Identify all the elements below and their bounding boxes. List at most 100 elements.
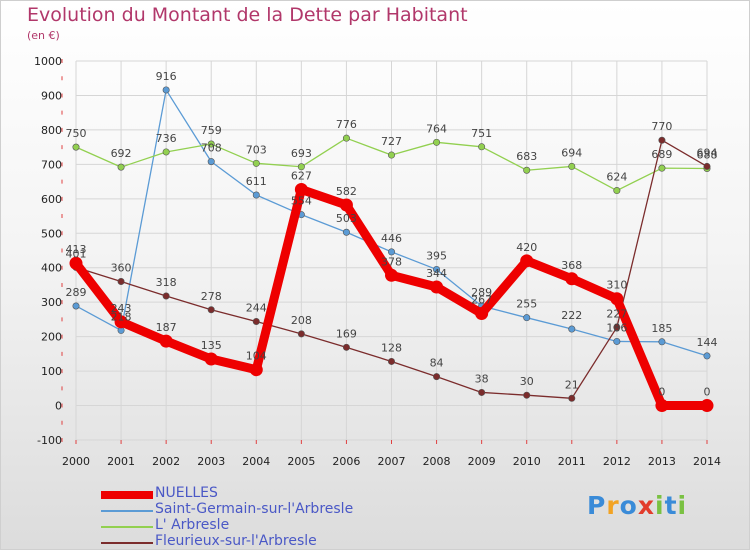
data-point	[252, 317, 260, 325]
x-axis-labels: 2000 2001 2002 2003 2004 2005 2006 2007 2008 2009…	[62, 455, 721, 468]
data-point	[72, 302, 80, 310]
data-point	[387, 248, 395, 256]
data-labels: 289 218 916 708 611 554 503 446 395 289 255 222 186 1…	[66, 70, 718, 399]
x-tick-label: 2001	[107, 455, 135, 468]
data-label: 185	[651, 322, 672, 335]
data-point	[162, 148, 170, 156]
y-tick-label: 500	[41, 227, 62, 240]
data-point	[433, 138, 441, 146]
legend-item: NUELLES	[101, 485, 441, 503]
data-label: 278	[201, 290, 222, 303]
data-point	[342, 134, 350, 142]
data-label: 503	[336, 212, 357, 225]
data-label: 344	[426, 267, 447, 280]
data-label: 30	[520, 375, 534, 388]
data-label: 128	[381, 341, 402, 354]
legend-label: Fleurieux-sur-l'Arbresle	[155, 533, 317, 549]
data-point	[700, 399, 714, 413]
legend-item: L' Arbresle	[101, 517, 441, 535]
data-point	[703, 352, 711, 360]
chart-subtitle: (en €)	[27, 29, 60, 42]
data-label: 582	[336, 185, 357, 198]
data-point	[339, 198, 353, 212]
y-tick-label: 1000	[34, 55, 62, 68]
data-label: 683	[516, 150, 537, 163]
data-point	[207, 306, 215, 314]
data-label: 750	[66, 127, 87, 140]
data-label: 187	[156, 321, 177, 334]
data-point	[520, 254, 534, 268]
data-point	[72, 143, 80, 151]
data-point	[430, 280, 444, 294]
chart-title: Evolution du Montant de la Dette par Hab…	[27, 4, 468, 26]
data-label: 420	[516, 241, 537, 254]
data-label: 222	[561, 309, 582, 322]
legend-swatch	[101, 526, 153, 528]
data-point	[523, 166, 531, 174]
data-point	[568, 394, 576, 402]
data-label: 84	[430, 357, 444, 370]
data-point	[655, 399, 669, 413]
legend-label: Saint-Germain-sur-l'Arbresle	[155, 501, 354, 517]
data-label: 627	[291, 170, 312, 183]
x-tick-label: 2006	[332, 455, 360, 468]
x-tick-label: 2012	[603, 455, 631, 468]
data-point	[478, 143, 486, 151]
data-label: 267	[471, 294, 492, 307]
y-tick-label: 400	[41, 262, 62, 275]
data-point	[613, 323, 621, 331]
data-point	[117, 163, 125, 171]
data-label: 611	[246, 175, 267, 188]
data-point	[159, 334, 173, 348]
data-label: 218	[111, 310, 132, 323]
brand-letter: o	[619, 491, 638, 520]
data-point	[162, 86, 170, 94]
brand-letter: x	[637, 491, 655, 520]
data-label: 144	[697, 336, 718, 349]
brand-letter: t	[664, 491, 678, 520]
data-point	[342, 228, 350, 236]
x-tick-label: 2002	[152, 455, 180, 468]
data-label: 169	[336, 327, 357, 340]
data-label: 244	[246, 301, 267, 314]
x-tick-label: 2009	[468, 455, 496, 468]
data-label: 243	[111, 302, 132, 315]
data-point	[658, 338, 666, 346]
data-point	[523, 314, 531, 322]
data-point	[297, 163, 305, 171]
data-point	[385, 268, 398, 282]
x-tick-label: 2010	[513, 455, 541, 468]
legend: NUELLES Saint-Germain-sur-l'Arbresle L' Ar…	[101, 485, 441, 549]
x-tick-label: 2008	[423, 455, 451, 468]
proxiti-logo: Proxiti	[587, 491, 687, 520]
data-point	[703, 162, 711, 170]
data-point	[387, 357, 395, 365]
data-point	[69, 256, 83, 270]
data-label: 360	[111, 262, 132, 275]
data-label: 692	[111, 147, 132, 160]
data-label: 401	[66, 247, 87, 260]
data-point	[610, 292, 624, 306]
data-label: 318	[156, 276, 177, 289]
data-label: 751	[471, 127, 492, 140]
x-tick-label: 2004	[242, 455, 270, 468]
data-label: 395	[426, 249, 447, 262]
data-label: 689	[651, 148, 672, 161]
legend-swatch	[101, 510, 153, 512]
data-label: 776	[336, 118, 357, 131]
data-point	[249, 363, 263, 377]
data-point	[613, 337, 621, 345]
data-point	[613, 187, 621, 195]
data-point	[433, 265, 441, 273]
data-point	[252, 159, 260, 167]
x-tick-label: 2000	[62, 455, 90, 468]
y-axis-labels: -100 0 100 200 300 400 500 600 700 800 900 1000	[34, 55, 62, 447]
y-tick-label: 300	[41, 296, 62, 309]
data-label: 186	[606, 321, 627, 334]
legend-swatch	[101, 542, 153, 544]
data-point	[114, 315, 128, 329]
data-point	[475, 307, 489, 321]
data-point	[478, 388, 486, 396]
legend-label: NUELLES	[155, 485, 218, 501]
